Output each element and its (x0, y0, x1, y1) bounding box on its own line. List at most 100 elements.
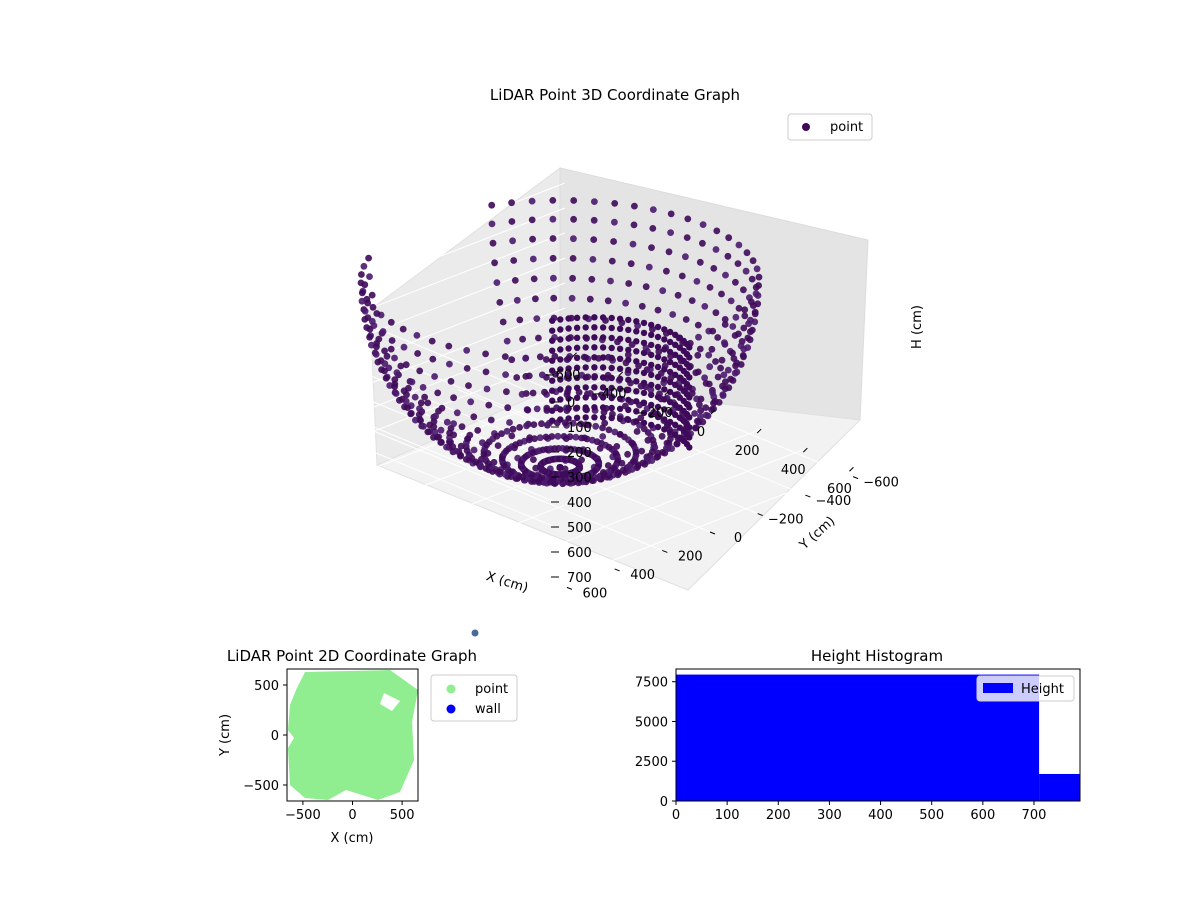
point-3d (683, 234, 691, 242)
point-3d (724, 252, 732, 260)
point-3d (616, 365, 624, 372)
point-3d (694, 351, 702, 359)
point-3d (661, 406, 668, 413)
point-3d (616, 335, 624, 342)
chart-2d: LiDAR Point 2D Coordinate Graph −500 0 500… (218, 647, 518, 846)
point-3d (446, 360, 453, 368)
y-tick-3d (662, 549, 668, 553)
point-3d (430, 418, 438, 425)
point-3d (381, 360, 389, 367)
point-3d (633, 408, 640, 415)
point-3d (549, 337, 556, 344)
point-3d (373, 343, 380, 351)
point-3d (582, 344, 589, 351)
y-tick-3d (566, 586, 573, 590)
point-3d (399, 325, 407, 333)
axes-histogram: 0 100 200 300 400 500 600 700 0 2500 5000 7500 (635, 676, 1046, 823)
z-tick-label-3d: 300 (567, 471, 592, 486)
point-3d (463, 365, 471, 372)
point-3d (560, 433, 568, 440)
point-3d (586, 470, 594, 478)
point-3d (501, 353, 509, 360)
point-3d (740, 324, 748, 332)
point-3d (518, 390, 526, 398)
point-3d (667, 210, 675, 218)
point-3d (487, 416, 495, 424)
point-3d (361, 307, 369, 315)
point-3d (654, 413, 662, 421)
grid-line-floor-x (497, 447, 808, 569)
point-3d (414, 350, 421, 357)
point-3d (631, 202, 638, 210)
point-3d (672, 431, 679, 438)
point-3d (686, 404, 693, 411)
point-3d (590, 236, 598, 244)
point-3d (672, 351, 679, 358)
point-3d (393, 369, 401, 377)
y-tick-label-2d: −500 (243, 779, 279, 794)
x-tick-label-3d: 0 (697, 425, 705, 440)
point-3d (599, 414, 607, 421)
point-3d (719, 391, 727, 398)
point-3d (508, 432, 516, 440)
point-3d (672, 381, 679, 388)
point-3d (625, 386, 632, 394)
point-3d (667, 229, 674, 237)
point-3d (503, 337, 511, 345)
point-3d (616, 405, 624, 412)
point-3d (582, 404, 589, 411)
point-3d (686, 364, 693, 371)
point-3d (458, 423, 466, 431)
point-3d (661, 366, 668, 373)
point-3d (616, 385, 624, 392)
point-3d (565, 415, 572, 422)
point-3d (549, 387, 556, 394)
point-3d (642, 283, 650, 291)
point-3d (416, 405, 423, 413)
point-3d (523, 422, 530, 430)
point-3d (582, 414, 589, 421)
point-3d (634, 462, 642, 470)
point-3d (709, 327, 717, 335)
chart-histogram: Height Histogram 0 100 200 300 400 500 600 7000… (635, 647, 1081, 823)
point-3d (600, 470, 608, 478)
point-3d (711, 397, 719, 405)
point-3d (748, 298, 755, 306)
point-3d (630, 221, 638, 229)
point-3d (696, 345, 704, 353)
point-3d (565, 405, 572, 412)
point-3d (640, 349, 648, 357)
point-3d (569, 419, 577, 427)
point-3d (610, 238, 617, 245)
point-3d (388, 337, 396, 344)
point-3d (382, 374, 390, 382)
point-3d (663, 267, 670, 275)
point-3d (641, 460, 649, 468)
z-tick-label-3d: 700 (567, 571, 592, 586)
point-3d (381, 367, 388, 375)
point-3d (608, 324, 615, 332)
point-3d (748, 275, 756, 283)
point-3d (633, 318, 640, 325)
point-3d (397, 362, 405, 370)
point-3d (714, 373, 722, 381)
point-3d (453, 409, 461, 417)
point-3d (360, 262, 368, 270)
point-3d (741, 312, 749, 320)
point-3d (525, 372, 533, 380)
x-tick-label-hist: 0 (672, 808, 680, 823)
point-3d (525, 436, 533, 444)
point-3d (430, 423, 438, 431)
point-3d (569, 274, 576, 282)
point-3d (654, 403, 662, 411)
point-3d (582, 354, 589, 361)
point-3d (511, 277, 519, 284)
point-3d (661, 396, 668, 403)
point-3d (565, 345, 572, 352)
y-tick-3d (852, 476, 859, 480)
point-3d (648, 351, 655, 359)
point-3d (557, 416, 564, 423)
point-3d (485, 401, 493, 409)
point-3d (691, 410, 698, 417)
chart-3d: −600 −400 −200 0 200 400 600 −600 −400 −200 0 200 40… (254, 86, 925, 601)
